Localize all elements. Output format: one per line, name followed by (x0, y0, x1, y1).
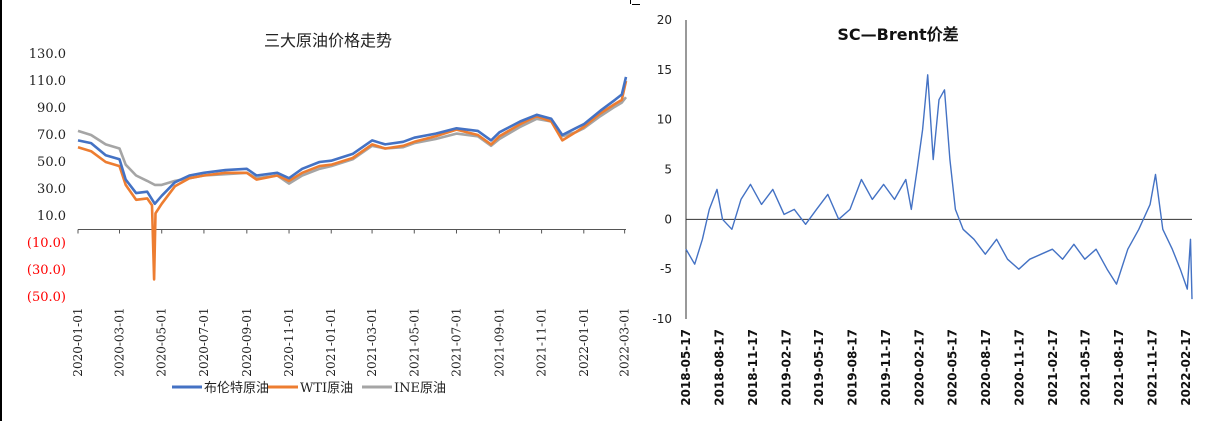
x-tick-label: 2021-03-01 (365, 308, 379, 377)
x-tick-label: 2020-09-01 (240, 308, 254, 377)
x-tick-label: 2020-07-01 (197, 308, 211, 377)
chart-title: 三大原油价格走势 (264, 31, 392, 50)
y-tick-label: 90.0 (37, 101, 66, 116)
x-tick-label: 2022-03-01 (618, 308, 632, 377)
series-line-WTI原油 (77, 80, 628, 281)
x-tick-label: 2020-02-17 (913, 329, 927, 406)
y-tick-label: 20 (657, 13, 672, 27)
x-tick-label: 2019-08-17 (846, 329, 860, 406)
x-tick-label: 2021-11-17 (1146, 329, 1160, 406)
x-tick-label: 2021-11-01 (535, 308, 549, 377)
series-line-INE原油 (77, 96, 628, 187)
x-tick-label: 2020-01-01 (71, 308, 85, 377)
y-tick-label: 110.0 (29, 74, 66, 89)
chart-title: SC—Brent价差 (837, 25, 958, 44)
legend-label: INE原油 (394, 381, 446, 396)
y-tick-label: (30.0) (27, 263, 66, 278)
x-tick-label: 2022-01-01 (577, 308, 591, 377)
right-chart-panel: SC—Brent价差 20 15 10 5 0 -5 -10 2018-05-17 2018-08… (640, 0, 1220, 421)
legend-label: WTI原油 (300, 381, 353, 396)
y-tick-label: -10 (652, 312, 672, 326)
series-line-布伦特原油 (77, 76, 628, 206)
x-tick-label: 2018-05-17 (679, 329, 693, 406)
legend-label: 布伦特原油 (204, 381, 269, 396)
x-tick-label: 2019-11-17 (879, 329, 893, 406)
x-tick-label: 2018-11-17 (746, 329, 760, 406)
spread-line (685, 74, 1193, 300)
x-tick-label: 2019-02-17 (780, 329, 794, 406)
x-tick-label: 2021-01-01 (324, 308, 338, 377)
y-tick-label: 70.0 (37, 128, 66, 143)
x-tick-label: 2020-08-17 (979, 329, 993, 406)
y-tick-label: 15 (657, 63, 672, 77)
x-tick-label: 2020-11-17 (1013, 329, 1027, 406)
x-tick-label: 2020-05-01 (155, 308, 169, 377)
x-tick-label: 2018-08-17 (713, 329, 727, 406)
x-tick-label: 2021-07-01 (449, 308, 463, 377)
y-tick-label: -5 (660, 262, 672, 276)
spread-chart: SC—Brent价差 20 15 10 5 0 -5 -10 2018-05-17 2018-08… (652, 13, 1193, 406)
x-tick-label: 2022-02-17 (1179, 329, 1193, 406)
y-tick-label: 10.0 (37, 209, 66, 224)
x-tick-label: 2021-05-01 (407, 308, 421, 377)
left-chart-panel: 三大原油价格走势 130.0 110.0 90.0 70.0 50.0 30.0 10.0 (1… (26, 31, 632, 396)
left-border (0, 0, 2, 421)
x-tick-label: 2021-08-17 (1112, 329, 1126, 406)
x-tick-label: 2021-09-01 (492, 308, 506, 377)
x-tick-label: 2020-03-01 (113, 308, 127, 377)
x-tick-label: 2020-11-01 (282, 308, 296, 377)
y-tick-label: (50.0) (27, 290, 66, 305)
y-tick-label: 5 (664, 163, 672, 177)
x-tick-label: 2020-05-17 (945, 329, 959, 406)
y-tick-label: 50.0 (37, 155, 66, 170)
y-tick-label: 0 (664, 212, 672, 226)
x-tick-label: 2021-05-17 (1079, 329, 1093, 406)
y-tick-label: (10.0) (27, 236, 66, 251)
x-tick-label: 2021-02-17 (1046, 329, 1060, 406)
divider-top (630, 0, 631, 4)
y-tick-label: 10 (657, 113, 672, 127)
oil-price-chart: 三大原油价格走势 130.0 110.0 90.0 70.0 50.0 30.0 10.0 (1… (27, 31, 632, 396)
y-tick-label: 130.0 (29, 47, 66, 62)
y-tick-label: 30.0 (37, 182, 66, 197)
x-tick-label: 2019-05-17 (812, 329, 826, 406)
